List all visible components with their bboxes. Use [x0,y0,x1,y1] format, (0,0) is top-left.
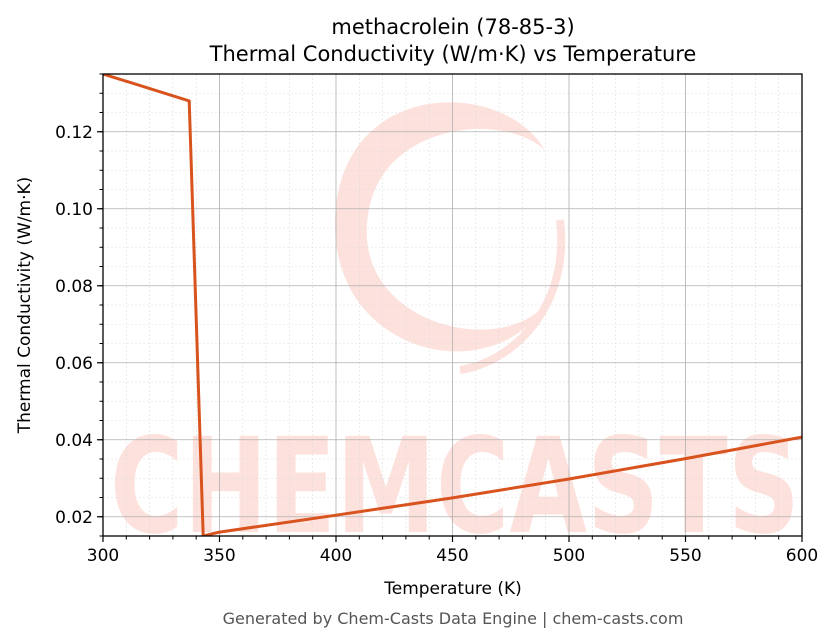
y-tick-label: 0.12 [55,123,93,143]
x-axis: 300 350 400 450 500 550 600 [87,536,818,566]
series-line-thermal-conductivity [103,74,802,536]
y-tick-label: 0.10 [55,200,93,220]
chart-subtitle: Thermal Conductivity (W/m·K) vs Temperat… [209,42,697,66]
watermark-logo-icon [335,102,566,374]
x-tick-label: 300 [87,546,119,566]
x-tick-label: 400 [320,546,352,566]
footer-credit: Generated by Chem-Casts Data Engine | ch… [223,609,684,628]
y-tick-label: 0.02 [55,508,93,528]
y-tick-label: 0.08 [55,277,93,297]
chart-title: methacrolein (78-85-3) [331,15,574,39]
y-axis: 0.02 0.04 0.06 0.08 0.10 0.12 [55,73,103,537]
y-tick-label: 0.06 [55,354,93,374]
x-tick-label: 350 [203,546,235,566]
x-tick-label: 550 [669,546,701,566]
watermark: CHEMCASTS [110,102,800,564]
x-tick-label: 600 [786,546,818,566]
watermark-text: CHEMCASTS [110,410,800,564]
x-axis-label: Temperature (K) [383,579,522,599]
y-tick-label: 0.04 [55,431,93,451]
y-axis-label: Thermal Conductivity (W/m·K) [15,177,35,435]
x-tick-label: 450 [436,546,468,566]
x-tick-label: 500 [553,546,585,566]
